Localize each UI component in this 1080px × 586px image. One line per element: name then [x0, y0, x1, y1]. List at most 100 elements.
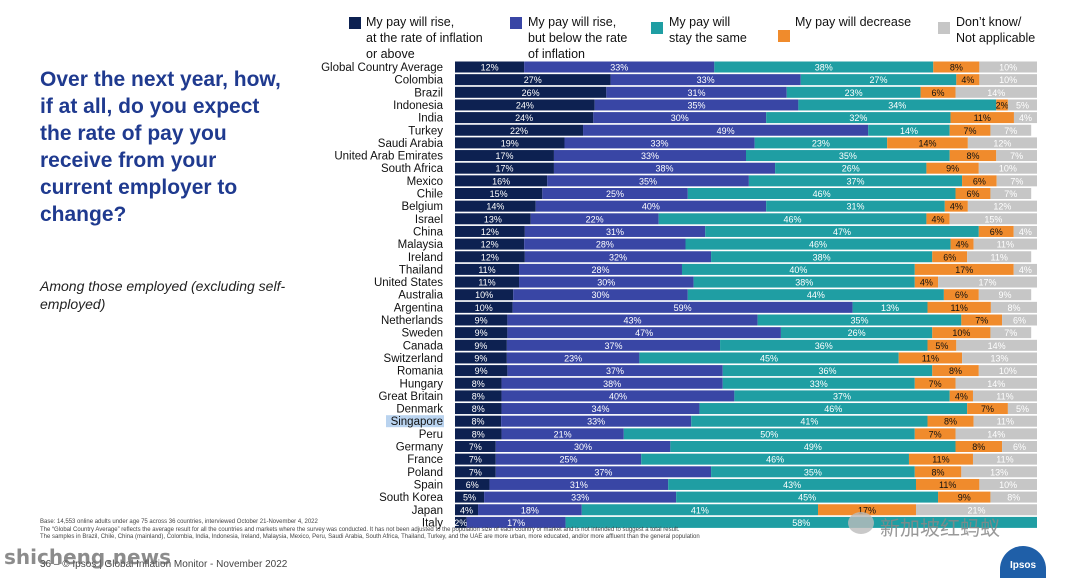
category-label: Mexico	[407, 176, 443, 188]
bar-segment	[455, 377, 502, 389]
bar-segment	[1002, 314, 1037, 326]
data-label: 32%	[609, 252, 627, 262]
bar-segment	[955, 188, 991, 199]
data-label: 10%	[475, 290, 493, 300]
category-label: South Africa	[381, 163, 444, 175]
data-label: 8%	[972, 442, 985, 452]
bar-segment	[524, 238, 686, 250]
bar-segment	[996, 175, 1037, 187]
data-label: 46%	[824, 404, 842, 414]
data-label: 43%	[624, 316, 642, 326]
category-label: Spain	[414, 479, 443, 491]
bar-segment	[455, 175, 548, 187]
bar-segment	[967, 137, 1037, 149]
data-label: 7%	[975, 316, 988, 326]
footnote: Base: 14,553 online adults under age 75 …	[40, 519, 800, 542]
footnote-base: Base: 14,553 online adults under age 75 …	[40, 519, 318, 525]
data-label: 44%	[807, 290, 825, 300]
bar-segment	[507, 314, 758, 326]
bar-segment	[455, 251, 525, 263]
data-label: 14%	[987, 88, 1005, 98]
bar-segment	[506, 352, 640, 364]
data-label: 12%	[993, 138, 1011, 148]
data-label: 43%	[783, 480, 801, 490]
data-label: 14%	[988, 341, 1006, 351]
watermark-channel: 新加坡红蚂蚁	[880, 516, 1000, 540]
bar-segment	[535, 200, 767, 212]
bar-segment	[938, 491, 991, 503]
bar-segment	[972, 453, 1037, 465]
bar-segment	[455, 238, 525, 250]
legend-label-4: My pay will decrease	[795, 15, 912, 29]
data-label: 37%	[833, 391, 851, 401]
data-label: 9%	[475, 316, 488, 326]
bar-segment	[610, 74, 801, 86]
bar-segment	[798, 99, 997, 111]
category-label: Chile	[417, 189, 443, 201]
data-label: 12%	[481, 227, 499, 237]
bar-segment	[676, 491, 939, 503]
bar-segment	[955, 86, 1037, 98]
data-label: 25%	[606, 189, 624, 199]
bar-segment	[956, 339, 1037, 351]
category-label: South Korea	[379, 492, 444, 504]
data-label: 30%	[574, 442, 592, 452]
bar-segment	[956, 74, 980, 86]
category-label: India	[418, 113, 444, 125]
legend-swatch-4	[778, 30, 790, 42]
category-label: Israel	[415, 214, 443, 226]
data-label: 30%	[597, 278, 615, 288]
data-label: 10%	[475, 303, 493, 313]
bar-segment	[914, 377, 956, 389]
bar-segment	[748, 175, 963, 187]
bar-segment	[800, 74, 957, 86]
bar-segment	[1013, 225, 1037, 237]
bar-segment	[530, 213, 659, 225]
bar-segment	[455, 516, 467, 528]
bar-segment	[932, 251, 968, 263]
data-label: 15%	[490, 189, 508, 199]
data-label: 7%	[469, 455, 482, 465]
data-label: 5%	[935, 341, 948, 351]
data-label: 4%	[1019, 265, 1032, 275]
bar-segment	[455, 390, 502, 402]
data-label: 14%	[486, 202, 504, 212]
bar-segment	[908, 453, 973, 465]
page-footer: 36 – © Ipsos | Global Inflation Monitor …	[40, 559, 288, 570]
data-label: 5%	[1016, 100, 1029, 110]
data-label: 23%	[812, 138, 830, 148]
data-label: 38%	[656, 164, 674, 174]
data-label: 38%	[603, 379, 621, 389]
data-label: 30%	[671, 113, 689, 123]
data-label: 5%	[463, 493, 476, 503]
bar-segment	[978, 365, 1037, 377]
bar-segment	[506, 339, 721, 351]
bar-segment	[501, 377, 723, 389]
bar-segment	[455, 314, 508, 326]
category-label: Saudi Arabia	[378, 138, 444, 150]
bar-segment	[978, 289, 1032, 301]
bar-segment	[455, 352, 507, 364]
data-label: 33%	[651, 138, 669, 148]
watermark-site: shicheng.news	[4, 545, 171, 569]
data-label: 31%	[570, 480, 588, 490]
category-label: Sweden	[401, 328, 443, 340]
bar-segment	[513, 289, 688, 301]
data-label: 27%	[870, 75, 888, 85]
data-label: 46%	[784, 214, 802, 224]
data-label: 10%	[999, 75, 1017, 85]
bar-segment	[466, 516, 566, 528]
bar-segment	[455, 453, 496, 465]
bar-segment	[780, 327, 933, 339]
category-label: Thailand	[399, 264, 443, 276]
bar-segment	[818, 504, 916, 516]
bar-segment	[564, 137, 755, 149]
data-label: 18%	[521, 505, 539, 515]
bar-segment	[489, 478, 669, 490]
bar-segment	[455, 504, 479, 516]
data-label: 8%	[472, 391, 485, 401]
data-label: 28%	[596, 240, 614, 250]
bar-segment	[495, 466, 712, 478]
bar-segment	[990, 188, 1032, 199]
bar-segment	[949, 213, 1037, 225]
